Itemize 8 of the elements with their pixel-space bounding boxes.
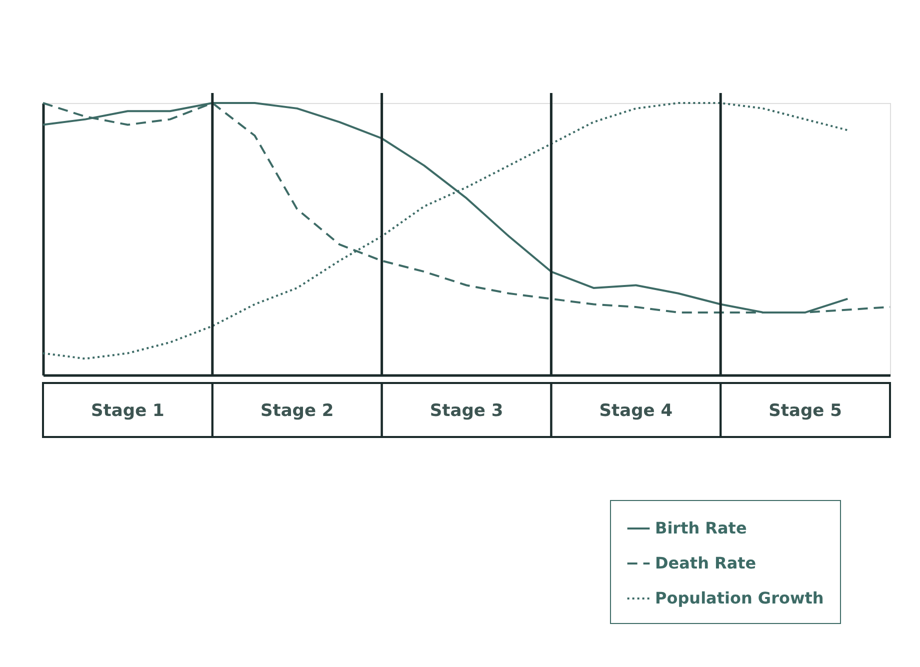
text: Stage 1 [91,401,164,421]
text: Stage 2 [260,401,334,421]
legend-label: Birth Rate [655,518,747,538]
text: Stage 3 [430,401,504,421]
legend-label: Death Rate [655,554,756,572]
text: Stage 4 [599,401,673,421]
text: Stage 5 [768,401,842,421]
legend-label: Population Growth [655,588,824,608]
